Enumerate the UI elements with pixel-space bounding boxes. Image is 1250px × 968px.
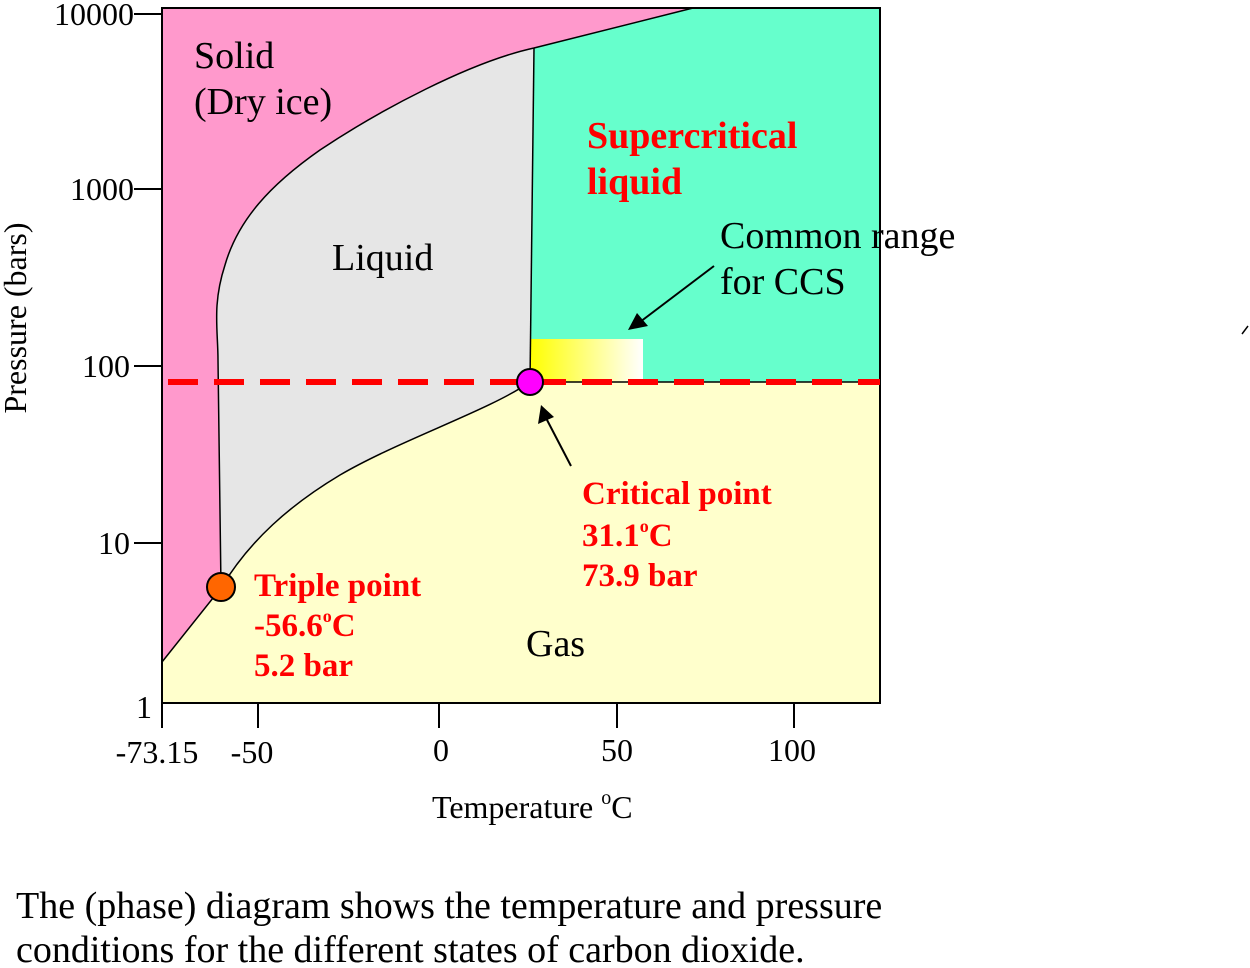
caption-line-1: The (phase) diagram shows the temperatur… (16, 885, 883, 927)
liquid-region (216, 48, 534, 588)
vaporization-boundary (220, 381, 531, 589)
y-tick-label: 10000 (54, 0, 134, 32)
y-axis (134, 13, 162, 544)
stray-mark (1241, 325, 1249, 335)
ccs-arrowhead (628, 313, 648, 330)
liquid-supercritical-boundary (529, 47, 535, 383)
gas-label: Gas (526, 623, 585, 665)
ccs-range-box (530, 339, 643, 382)
x-tick-label: -73.15 (116, 734, 199, 770)
ccs-arrow (639, 265, 715, 323)
supercritical-label: Supercritical liquid (587, 115, 797, 203)
x-tick-label: 100 (768, 732, 816, 768)
x-tick-label: 50 (601, 732, 633, 768)
triple-point-label: Triple point -56.6oC 5.2 bar (254, 568, 429, 684)
critical-point-arrow (545, 417, 572, 467)
plot-frame (161, 7, 881, 704)
liquid-label: Liquid (332, 237, 433, 279)
gas-region (162, 382, 880, 703)
x-axis (161, 703, 795, 728)
critical-point-label: Critical point 31.1oC 73.9 bar (582, 476, 780, 594)
ccs-annotation: Common range for CCS (720, 215, 955, 303)
y-axis-title: Pressure (bars) (0, 222, 33, 413)
solid-label: Solid (Dry ice) (194, 35, 332, 123)
y-tick-label: 1000 (70, 171, 134, 207)
solid-region (162, 8, 693, 662)
supercritical-region (530, 8, 880, 382)
critical-point-marker (516, 368, 544, 396)
y-tick-label: 1 (136, 689, 152, 725)
caption-line-2: conditions for the different states of c… (16, 929, 805, 968)
x-axis-title: Temperature oC (432, 787, 633, 825)
critical-point-arrowhead (538, 405, 554, 424)
diagram-caption: The (phase) diagram shows the temperatur… (16, 884, 1236, 968)
y-tick-label: 10 (98, 525, 130, 561)
sublimation-melting-boundary (161, 7, 694, 663)
x-tick-label: -50 (231, 734, 274, 770)
x-tick-label: 0 (433, 732, 449, 768)
y-tick-label: 100 (82, 348, 130, 384)
triple-point-marker (206, 572, 236, 602)
